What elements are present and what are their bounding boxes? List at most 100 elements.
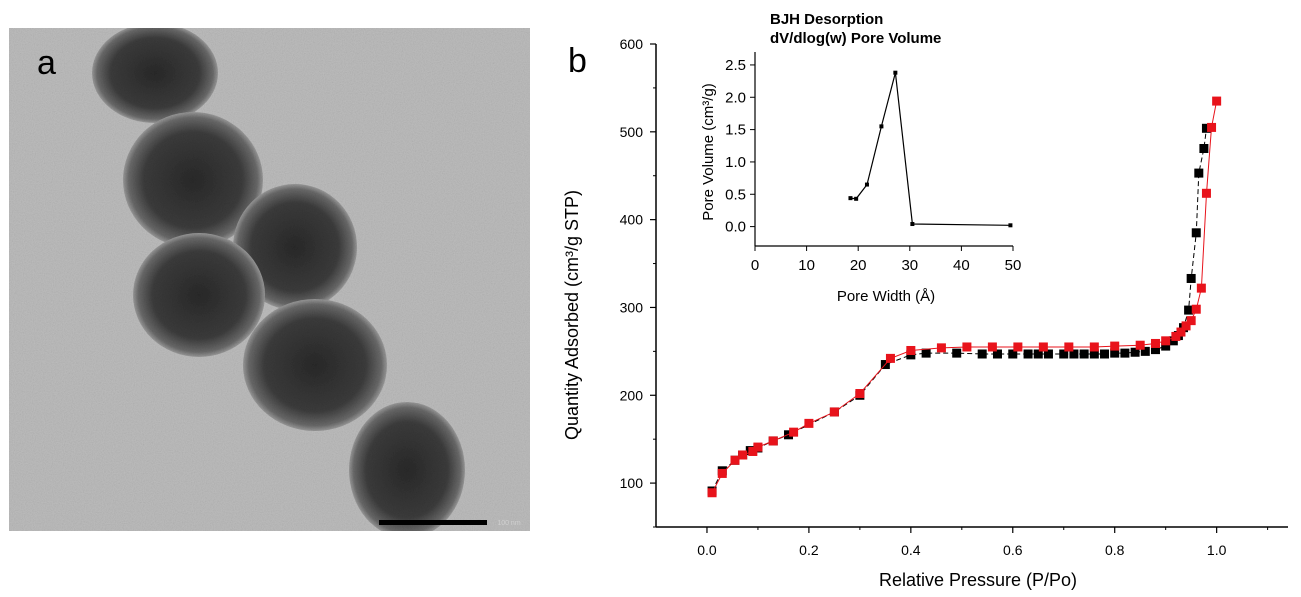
data-point [1013,342,1023,352]
y-tick-label: 500 [620,124,644,140]
data-point [977,349,987,359]
data-point [1023,349,1033,359]
data-point [1130,347,1140,357]
inset-y-tick-label: 0.5 [725,186,746,203]
data-point [730,455,740,465]
data-point [1201,188,1211,198]
inset-title-line: dV/dlog(w) Pore Volume [770,30,941,47]
data-point [906,345,916,355]
data-point [1069,349,1079,359]
nanoparticle [243,299,387,431]
x-tick-label: 0.0 [697,542,717,558]
y-tick-label: 200 [620,387,644,403]
inset-y-tick-label: 1.0 [725,154,746,171]
data-point [885,353,895,363]
data-point [1199,144,1209,154]
data-point [1064,342,1074,352]
y-tick-label: 600 [620,36,644,52]
data-point [1161,336,1171,346]
inset-x-tick-label: 0 [751,257,759,274]
data-point [1184,305,1194,315]
panel-label-a: a [37,44,56,82]
data-point [748,446,758,456]
y-tick-label: 100 [620,475,644,491]
data-point [1171,331,1181,341]
inset-title-line: BJH Desorption [770,11,883,28]
inset-series-line [850,72,1011,226]
x-tick-label: 1.0 [1207,542,1227,558]
data-point [1008,349,1018,359]
inset-data-point [864,182,869,187]
data-point [1135,340,1145,350]
data-point [753,442,763,452]
x-tick-label: 0.2 [799,542,819,558]
data-point [1089,342,1099,352]
inset-x-tick-label: 50 [1005,257,1022,274]
scale-bar-label: 100 nm [497,520,521,527]
data-point [1207,122,1217,132]
data-point [1186,316,1196,326]
data-point [1059,349,1069,359]
data-point [1110,348,1120,358]
data-point [1150,338,1160,348]
tem-micrograph: 100 nm [9,28,530,531]
data-point [962,342,972,352]
nanoparticle [233,184,357,310]
inset-y-axis-label: Pore Volume (cm³/g) [700,83,717,221]
data-point [936,343,946,353]
tem-image: 100 nm [9,28,530,531]
inset-y-tick-label: 1.5 [725,122,746,139]
inset-x-tick-label: 10 [798,257,815,274]
inset-data-point [854,196,859,201]
nanoparticle [349,402,465,531]
y-tick-label: 400 [620,212,644,228]
nanoparticle [123,112,263,248]
data-point [1181,321,1191,331]
data-point [1191,304,1201,314]
x-tick-label: 0.8 [1105,542,1125,558]
inset-data-point [893,70,898,75]
data-point [1110,341,1120,351]
data-point [1089,349,1099,359]
data-point [987,342,997,352]
data-point [1186,273,1196,283]
data-point [707,488,717,498]
data-point [1100,349,1110,359]
x-axis-label: Relative Pressure (P/Po) [879,570,1077,590]
inset-data-point [1008,223,1013,228]
data-point [952,348,962,358]
data-point [738,450,748,460]
inset-data-point [848,196,853,201]
inset-y-tick-label: 2.0 [725,89,746,106]
data-point [1196,283,1206,293]
data-point [1161,341,1171,351]
data-point [804,418,814,428]
scale-bar [379,520,487,525]
data-point [1194,168,1204,178]
inset-x-tick-label: 40 [953,257,970,274]
x-tick-label: 0.4 [901,542,921,558]
data-point [1033,349,1043,359]
data-point [992,349,1002,359]
inset-x-axis-label: Pore Width (Å) [837,288,935,305]
data-point [1201,123,1211,133]
inset-x-tick-label: 30 [901,257,918,274]
data-point [921,348,931,358]
x-tick-label: 0.6 [1003,542,1023,558]
inset-y-tick-label: 2.5 [725,57,746,74]
inset-plot-area: BJH Desorption dV/dlog(w) Pore Volume 0 10 2… [700,11,1021,305]
nanoparticle [133,233,265,357]
data-point [1140,346,1150,356]
main-plot-area: 0.0 0.2 0.4 0.6 0.8 1.0100200300400500600Rela… [562,36,1288,590]
inset-x-tick-label: 20 [850,257,867,274]
data-point [1212,96,1222,106]
data-point [1120,348,1130,358]
data-point [1176,327,1186,337]
data-point [768,436,778,446]
data-point [855,389,865,399]
data-point [1038,342,1048,352]
data-point [1191,228,1201,238]
inset-y-tick-label: 0.0 [725,219,746,236]
panel-label-b: b [568,42,587,80]
